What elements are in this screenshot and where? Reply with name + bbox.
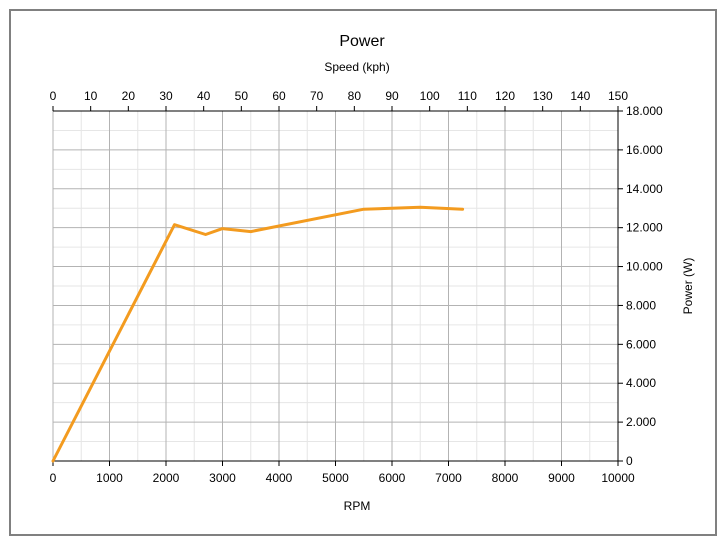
top-tick-label: 0 xyxy=(50,89,57,103)
x-tick-label: 3000 xyxy=(209,471,236,485)
y-tick-label: 8.000 xyxy=(626,298,656,312)
x-tick-label: 5000 xyxy=(322,471,349,485)
top-tick-label: 20 xyxy=(122,89,136,103)
top-axis-label: Speed (kph) xyxy=(324,60,389,74)
top-tick-label: 30 xyxy=(159,89,173,103)
power-data-point xyxy=(52,460,54,462)
power-data-point xyxy=(250,231,252,233)
x-tick-label: 7000 xyxy=(435,471,462,485)
y-tick-label: 6.000 xyxy=(626,337,656,351)
x-tick-label: 6000 xyxy=(379,471,406,485)
grid-layer xyxy=(52,110,619,462)
chart-frame xyxy=(9,9,717,536)
power-data-point xyxy=(205,233,207,235)
x-tick-label: 10000 xyxy=(601,471,635,485)
series-layer xyxy=(51,205,465,463)
power-data-point xyxy=(419,206,421,208)
y-tick-label: 4.000 xyxy=(626,376,656,390)
x-tick-label: 9000 xyxy=(548,471,575,485)
top-tick-label: 90 xyxy=(385,89,399,103)
y-tick-label: 0 xyxy=(626,454,633,468)
top-tick-label: 120 xyxy=(495,89,515,103)
power-data-point xyxy=(173,224,175,226)
x-axis-label: RPM xyxy=(344,499,371,513)
y-axis-label: Power (W) xyxy=(681,258,695,315)
top-tick-label: 50 xyxy=(235,89,249,103)
top-tick-label: 100 xyxy=(420,89,440,103)
power-data-point xyxy=(222,228,223,230)
x-tick-label: 0 xyxy=(50,471,57,485)
x-tick-label: 4000 xyxy=(266,471,293,485)
x-tick-label: 1000 xyxy=(96,471,123,485)
top-tick-label: 10 xyxy=(84,89,98,103)
top-tick-label: 130 xyxy=(533,89,553,103)
power-series-line xyxy=(51,205,465,463)
power-data-point xyxy=(462,208,464,210)
top-tick-label: 40 xyxy=(197,89,211,103)
y-tick-label: 16.000 xyxy=(626,143,663,157)
top-tick-label: 150 xyxy=(608,89,628,103)
top-tick-label: 80 xyxy=(348,89,362,103)
top-tick-label: 60 xyxy=(272,89,286,103)
x-tick-label: 2000 xyxy=(153,471,180,485)
y-tick-label: 10.000 xyxy=(626,260,663,274)
chart-title: Power xyxy=(339,33,385,50)
power-data-point xyxy=(363,208,365,210)
tick-label-layer: 0 1000 2000 3000 4000 5000 6000 7000 8000 9000 100… xyxy=(50,89,663,485)
top-tick-label: 70 xyxy=(310,89,324,103)
top-tick-label: 110 xyxy=(458,89,477,103)
y-tick-label: 18.000 xyxy=(626,104,663,118)
axis-layer xyxy=(52,106,623,466)
x-tick-label: 8000 xyxy=(492,471,519,485)
top-tick-label: 140 xyxy=(570,89,590,103)
y-tick-label: 2.000 xyxy=(626,415,656,429)
y-tick-label: 14.000 xyxy=(626,182,663,196)
y-tick-label: 12.000 xyxy=(626,221,663,235)
